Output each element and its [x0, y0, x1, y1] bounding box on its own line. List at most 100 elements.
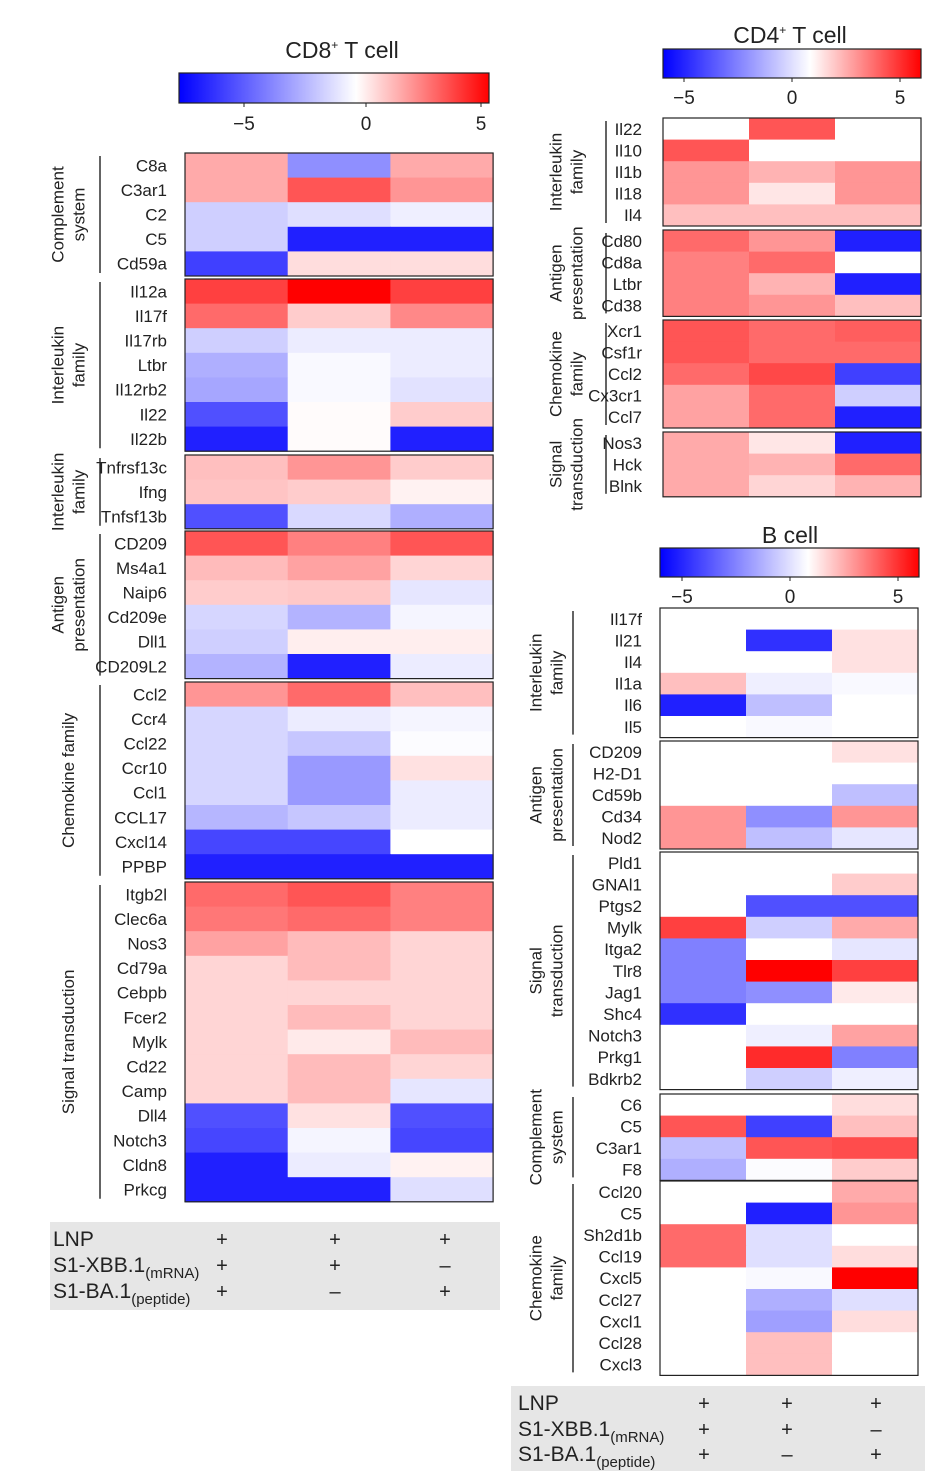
heatmap-cell	[660, 629, 747, 652]
heatmap-cell	[390, 153, 494, 179]
heatmap-cell	[749, 118, 836, 141]
heatmap-cell	[746, 1224, 833, 1247]
gene-label: Il1a	[615, 675, 643, 694]
heatmap-cell	[185, 1128, 289, 1154]
heatmap-cell	[287, 402, 391, 428]
group-frame	[662, 117, 922, 227]
heatmap-cell	[749, 384, 836, 407]
heatmap-cell	[832, 608, 919, 631]
gene-label: Csf1r	[601, 343, 642, 362]
heatmap-cell	[390, 352, 494, 378]
category-label: Signal transduction	[547, 418, 587, 511]
heatmap-cell	[390, 177, 494, 203]
heatmap-cell	[287, 1103, 391, 1129]
group-frame	[184, 454, 494, 530]
heatmap-cell	[185, 604, 289, 630]
heatmap-cell	[390, 1152, 494, 1178]
category-label-line: Interleukin	[527, 634, 546, 712]
heatmap-cell	[287, 706, 391, 732]
heatmap-cell	[832, 1289, 919, 1312]
panel-title: B cell	[762, 522, 818, 548]
category-label-line: Interleukin	[49, 453, 68, 531]
condition-label-subscript: (peptide)	[131, 1291, 190, 1308]
category-label-line: family	[548, 650, 567, 695]
gene-label: C5	[620, 1117, 642, 1136]
heatmap-cell	[746, 1202, 833, 1225]
heatmap-cell	[287, 731, 391, 757]
heatmap-cell	[287, 328, 391, 354]
heatmap-cell	[835, 475, 922, 498]
heatmap-cell	[660, 741, 747, 764]
gene-label: C8a	[136, 156, 168, 175]
heatmap-cell	[832, 672, 919, 695]
heatmap-cell	[832, 1224, 919, 1247]
gene-label: Dll1	[138, 633, 167, 652]
heatmap-cell	[663, 294, 750, 317]
gene-label: C6	[620, 1096, 642, 1115]
category-label-line: Antigen	[547, 244, 566, 302]
heatmap-cell	[832, 716, 919, 739]
heatmap-cell	[287, 555, 391, 581]
heatmap-cell	[746, 1289, 833, 1312]
heatmap-cell	[660, 916, 747, 939]
heatmap-group: Il12a Il17f Il17rb Ltbr Il12rb2 Il22 Il22b Inte…	[49, 278, 494, 452]
gene-label: Prkcg	[124, 1181, 167, 1200]
heatmap-cell	[746, 784, 833, 807]
heatmap-cell	[390, 706, 494, 732]
heatmap-cell	[390, 629, 494, 655]
heatmap-cell	[832, 916, 919, 939]
heatmap-cell	[749, 294, 836, 317]
heatmap-cell	[287, 504, 391, 530]
gene-label: Ccl2	[133, 685, 167, 704]
gene-label: GNAl1	[592, 875, 642, 894]
heatmap-cell	[287, 654, 391, 680]
heatmap-cell	[660, 1068, 747, 1091]
category-label-line: family	[70, 342, 89, 387]
category-label-line: Signal	[527, 947, 546, 994]
heatmap-cell	[185, 226, 289, 252]
heatmap-cell	[663, 475, 750, 498]
heatmap-cell	[660, 1115, 747, 1138]
colorbar	[178, 72, 490, 104]
colorbar-tick-label: 0	[787, 88, 798, 109]
gene-label: Il1b	[615, 163, 642, 182]
gene-label: Clec6a	[114, 910, 167, 929]
heatmap-cell	[832, 1094, 919, 1117]
heatmap-cell	[185, 279, 289, 305]
gene-label: C3ar1	[121, 181, 167, 200]
heatmap-cell	[660, 1137, 747, 1160]
condition-label-main: S1-XBB.1	[53, 1254, 145, 1277]
heatmap-cell	[660, 651, 747, 674]
condition-label-main: S1-BA.1	[53, 1280, 131, 1303]
heatmap-cell	[832, 1245, 919, 1268]
gene-label: Ccr10	[122, 759, 167, 778]
group-frame	[184, 278, 494, 452]
condition-symbol: +	[439, 1229, 451, 1251]
heatmap-cell	[832, 651, 919, 674]
heatmap-cell	[832, 1115, 919, 1138]
heatmap-cell	[287, 1128, 391, 1154]
heatmap-cell	[287, 1054, 391, 1080]
heatmap-cell	[835, 139, 922, 162]
gene-label: Ccl27	[599, 1291, 642, 1310]
heatmap-cell	[832, 1024, 919, 1047]
heatmap-cell	[663, 406, 750, 429]
heatmap-cell	[746, 741, 833, 764]
gene-label: Cx3cr1	[588, 387, 642, 406]
panel-title-suffix: T cell	[338, 37, 399, 63]
group-frame	[659, 851, 919, 1091]
category-label: Antigen presentation	[527, 748, 567, 842]
heatmap-cell	[185, 352, 289, 378]
heatmap-cell	[390, 955, 494, 981]
heatmap-panel-1: CD8+ T cell −5 0 5 C8a C3ar1 C2 C5 Cd59a Compleme…	[49, 37, 494, 1203]
condition-table-bg	[511, 1386, 925, 1471]
group-frame	[184, 881, 494, 1203]
heatmap-cell	[663, 182, 750, 205]
heatmap-cell	[749, 139, 836, 162]
heatmap-cell	[390, 1103, 494, 1129]
group-frame	[662, 431, 922, 498]
heatmap-cell	[185, 1005, 289, 1031]
heatmap-group: C8a C3ar1 C2 C5 Cd59a Complement system	[49, 152, 494, 277]
category-label: Chemokine family	[547, 331, 587, 417]
gene-label: Mylk	[607, 919, 642, 938]
